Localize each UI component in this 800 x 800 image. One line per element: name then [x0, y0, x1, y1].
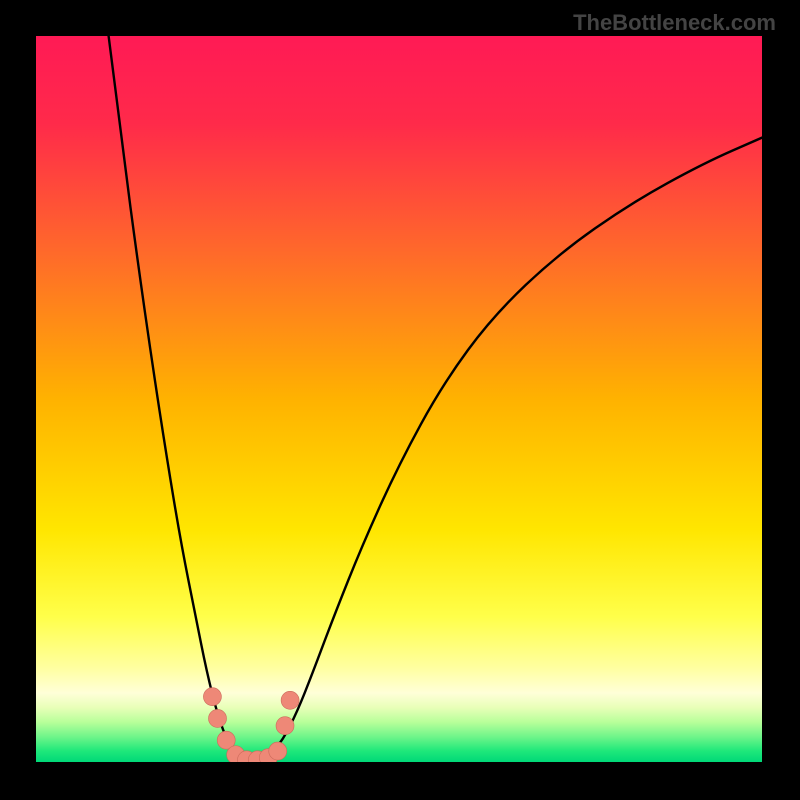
watermark-text: TheBottleneck.com — [573, 10, 776, 36]
chart-container: TheBottleneck.com — [0, 0, 800, 800]
sample-marker — [269, 742, 287, 760]
plot-background — [36, 36, 762, 762]
sample-marker — [281, 691, 299, 709]
bottleneck-chart — [0, 0, 800, 800]
sample-marker — [209, 709, 227, 727]
sample-marker — [203, 688, 221, 706]
sample-marker — [276, 717, 294, 735]
